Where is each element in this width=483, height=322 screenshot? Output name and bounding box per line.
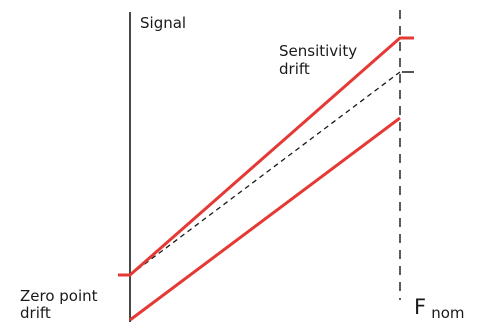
sensitivity-drift-label-line2: drift xyxy=(279,60,310,78)
zero-point-drift-label-line1: Zero point xyxy=(20,287,98,305)
sensitivity-drift-label-line1: Sensitivity xyxy=(279,42,357,60)
sensitivity-drift-line xyxy=(118,36,414,277)
signal-label: Signal xyxy=(140,14,186,32)
zero-point-drift-label-line2: drift xyxy=(20,304,51,322)
f-nom-subscript: nom xyxy=(431,304,464,322)
zero-point-drift-line xyxy=(129,116,401,322)
f-nom-base: F xyxy=(414,295,426,319)
reference-signal-line xyxy=(129,71,401,276)
f-nom-label: F nom xyxy=(414,295,464,322)
